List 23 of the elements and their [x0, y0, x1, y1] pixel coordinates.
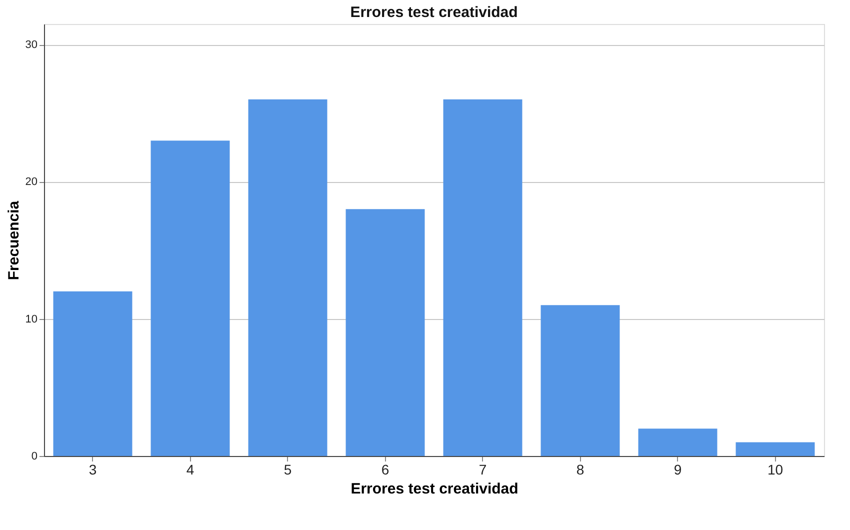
x-tick-label: 7 [478, 462, 487, 478]
bar [53, 291, 132, 456]
y-axis-title: Frecuencia [5, 200, 22, 280]
x-tick-label: 6 [381, 462, 390, 478]
y-tick-label: 20 [25, 176, 38, 188]
bar [248, 99, 328, 456]
bar [150, 140, 230, 456]
x-axis-title: Errores test creatividad [350, 480, 518, 498]
chart-title: Errores test creatividad [350, 4, 518, 21]
x-tick-label: 8 [576, 462, 584, 478]
bar [638, 428, 718, 456]
bar [736, 442, 815, 456]
bar [443, 99, 522, 456]
x-tick-label: 9 [674, 462, 682, 478]
bar [346, 209, 425, 456]
x-tick-label: 5 [284, 462, 292, 478]
x-tick-label: 4 [186, 462, 194, 478]
x-tick-label: 10 [767, 462, 784, 478]
y-tick-label: 30 [25, 39, 38, 52]
bar [540, 305, 620, 456]
x-tick-label: 3 [88, 462, 97, 478]
y-tick-label: 0 [31, 450, 38, 462]
y-tick-label: 10 [25, 313, 38, 326]
